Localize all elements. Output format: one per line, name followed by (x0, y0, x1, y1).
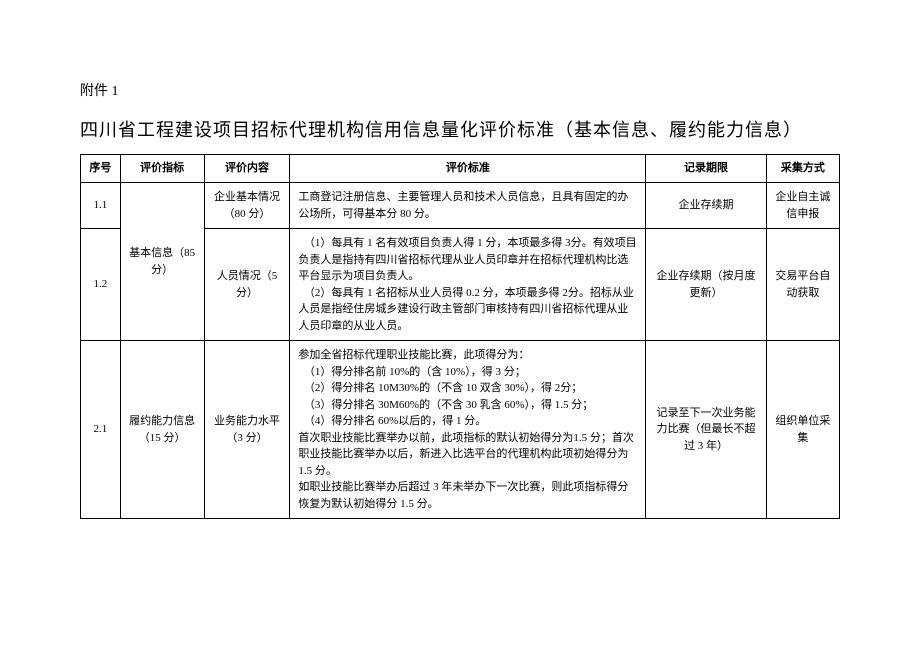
cell-content: 业务能力水平（3 分） (204, 341, 290, 519)
cell-period: 企业存续期（按月度更新） (646, 229, 766, 341)
cell-indicator: 履约能力信息（15 分） (120, 341, 204, 519)
header-standard: 评价标准 (290, 155, 646, 183)
cell-content: 人员情况（5分） (204, 229, 290, 341)
header-seq: 序号 (81, 155, 121, 183)
table-header-row: 序号 评价指标 评价内容 评价标准 记录期限 采集方式 (81, 155, 840, 183)
cell-method: 企业自主诚信申报 (766, 183, 839, 229)
cell-seq: 1.2 (81, 229, 121, 341)
cell-seq: 1.1 (81, 183, 121, 229)
cell-method: 交易平台自动获取 (766, 229, 839, 341)
cell-period: 企业存续期 (646, 183, 766, 229)
cell-standard: （1）每具有 1 名有效项目负责人得 1 分，本项最多得 3分。有效项目负责人是… (290, 229, 646, 341)
header-content: 评价内容 (204, 155, 290, 183)
header-indicator: 评价指标 (120, 155, 204, 183)
page-title: 四川省工程建设项目招标代理机构信用信息量化评价标准（基本信息、履约能力信息） (80, 116, 840, 142)
cell-period: 记录至下一次业务能力比赛（但最长不超过 3 年） (646, 341, 766, 519)
attachment-label: 附件 1 (80, 80, 840, 100)
table-row: 2.1 履约能力信息（15 分） 业务能力水平（3 分） 参加全省招标代理职业技… (81, 341, 840, 519)
cell-content: 企业基本情况（80 分） (204, 183, 290, 229)
cell-seq: 2.1 (81, 341, 121, 519)
header-period: 记录期限 (646, 155, 766, 183)
evaluation-table: 序号 评价指标 评价内容 评价标准 记录期限 采集方式 1.1 基本信息（85分… (80, 154, 840, 519)
header-method: 采集方式 (766, 155, 839, 183)
cell-indicator: 基本信息（85分） (120, 183, 204, 341)
cell-standard: 工商登记注册信息、主要管理人员和技术人员信息，且具有固定的办公场所，可得基本分 … (290, 183, 646, 229)
table-row: 1.1 基本信息（85分） 企业基本情况（80 分） 工商登记注册信息、主要管理… (81, 183, 840, 229)
cell-standard: 参加全省招标代理职业技能比赛，此项得分为： （1）得分排名前 10%的（含 10… (290, 341, 646, 519)
cell-method: 组织单位采集 (766, 341, 839, 519)
